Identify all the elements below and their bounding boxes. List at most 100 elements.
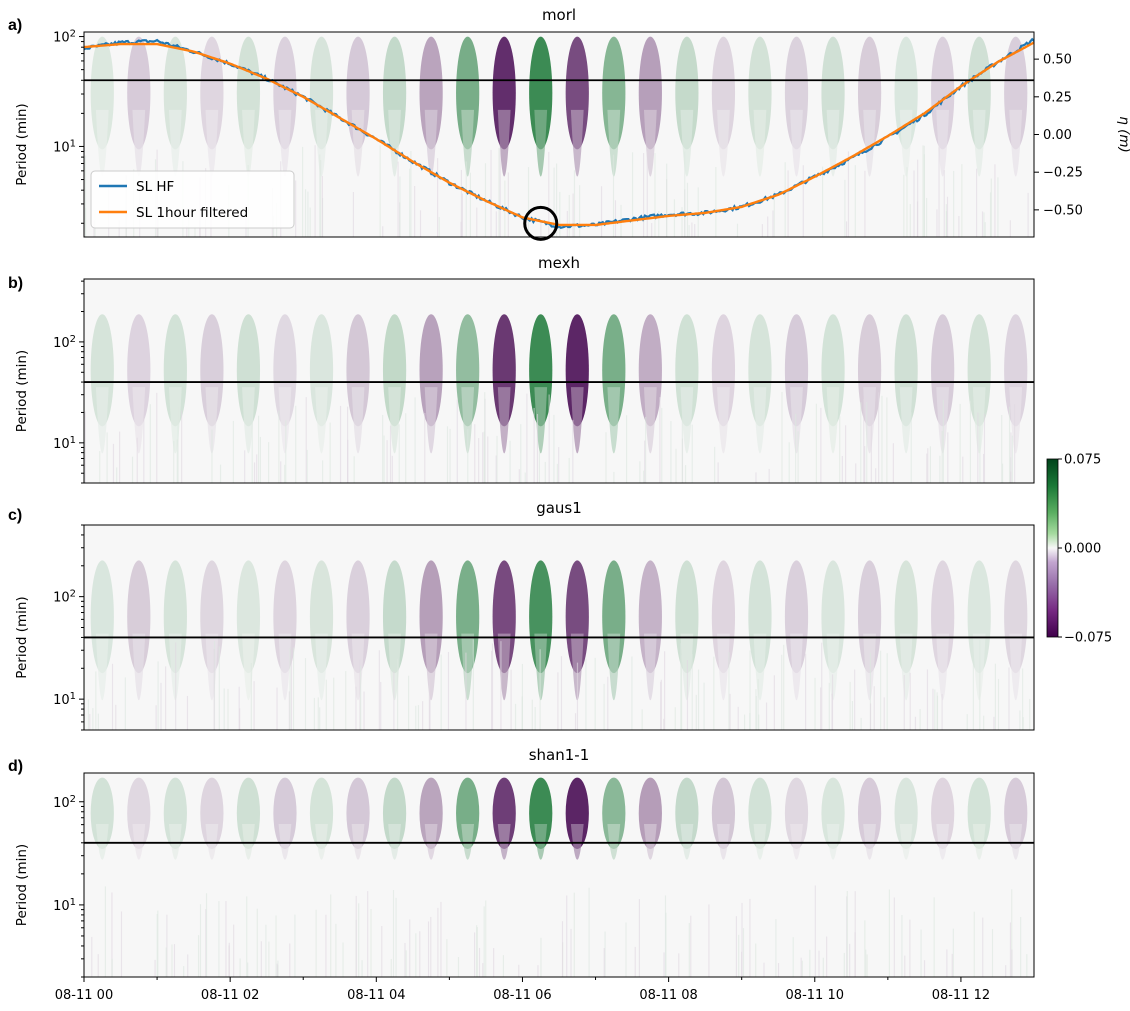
heatmap-cell — [967, 777, 991, 849]
heatmap-cell — [419, 777, 443, 849]
colorbar-gradient — [1046, 458, 1059, 638]
heatmap-cell — [565, 777, 589, 849]
heatmap-cell — [529, 777, 553, 849]
heatmap-tail — [972, 387, 986, 454]
heatmap-tail — [643, 633, 657, 701]
panel-letter: d) — [8, 758, 23, 775]
heatmap-tail — [424, 633, 438, 701]
heatmap-tail — [278, 633, 292, 701]
heatmap-tail — [570, 824, 584, 860]
heatmap-tail — [899, 824, 913, 860]
heatmap-cell — [492, 777, 516, 849]
heatmap — [90, 777, 1064, 977]
legend: SL HF SL 1hour filtered — [90, 170, 295, 229]
heatmap-tail — [936, 633, 950, 701]
heatmap-tail — [461, 633, 475, 701]
y-tick-label: 101 — [53, 691, 76, 709]
secondary-y-axis-label: η (m) — [1116, 116, 1130, 153]
heatmap-cell — [894, 777, 918, 849]
heatmap-tail — [1046, 824, 1059, 860]
panel-title: mexh — [538, 254, 580, 272]
heatmap-tail — [388, 387, 401, 454]
heatmap-tail — [315, 109, 328, 177]
heatmap-tail — [863, 109, 876, 177]
y-tick-label: 102 — [53, 793, 76, 811]
heatmap-tail — [570, 109, 584, 177]
panel-letter: b) — [8, 275, 23, 292]
secondary-y-tick-label: −0.50 — [1043, 203, 1083, 218]
heatmap-cell — [127, 777, 151, 849]
heatmap-tail — [534, 633, 548, 701]
heatmap-cell — [1041, 778, 1064, 849]
heatmap-tail — [278, 387, 292, 454]
heatmap-cell — [346, 777, 370, 849]
heatmap-tail — [242, 824, 255, 860]
heatmap-tail — [717, 387, 730, 454]
legend-box — [90, 170, 295, 229]
colorbar-tick-label: 0.000 — [1064, 542, 1101, 557]
plot-frame — [83, 772, 1035, 978]
y-axis-label: Period (min) — [14, 844, 30, 926]
heatmap-tail — [1046, 634, 1059, 701]
heatmap-tail — [717, 109, 730, 177]
y-tick-label: 101 — [53, 138, 76, 156]
secondary-y-tick-label: 0.00 — [1043, 128, 1072, 143]
heatmap — [84, 314, 1034, 483]
x-tick-label: 08-11 06 — [493, 988, 551, 1003]
heatmap-tail — [278, 824, 292, 860]
heatmap-tail — [95, 633, 109, 701]
heatmap-tail — [168, 824, 182, 860]
heatmap-tail — [936, 387, 950, 454]
panel-title: gaus1 — [536, 499, 582, 517]
panel-letter: a) — [8, 17, 22, 34]
colorbar-tick-label: 0.075 — [1064, 453, 1101, 468]
heatmap-tail — [534, 109, 548, 177]
heatmap-tail — [95, 109, 109, 177]
panel-letter: c) — [8, 507, 22, 524]
heatmap-tail — [717, 824, 730, 860]
heatmap-tail — [1009, 633, 1023, 701]
heatmap-tail — [168, 109, 182, 177]
heatmap-cell — [273, 777, 297, 849]
secondary-y-tick-label: −0.25 — [1043, 166, 1083, 181]
heatmap-tail — [680, 109, 694, 177]
heatmap-tail — [680, 387, 694, 454]
heatmap-tail — [132, 824, 146, 860]
heatmap-tail — [497, 387, 511, 454]
heatmap-cell — [857, 777, 882, 849]
panel-title: morl — [542, 6, 576, 24]
heatmap-cell — [638, 777, 662, 849]
heatmap-cell — [675, 777, 699, 849]
legend-label: SL HF — [136, 179, 174, 195]
heatmap-cell — [456, 777, 480, 849]
heatmap-tail — [753, 109, 767, 177]
heatmap-tail — [424, 109, 438, 177]
heatmap-cell — [163, 777, 187, 849]
heatmap-tail — [863, 824, 876, 860]
heatmap-tail — [972, 633, 986, 701]
colorbar-tick-label: −0.075 — [1064, 631, 1112, 646]
heatmap-tail — [315, 633, 328, 701]
x-tick-label: 08-11 02 — [201, 988, 259, 1003]
heatmap-tail — [826, 824, 840, 860]
heatmap-tail — [351, 387, 365, 454]
heatmap-tail — [461, 387, 475, 454]
heatmap-tail — [132, 387, 146, 454]
heatmap-tail — [972, 109, 986, 177]
heatmap-tail — [826, 387, 840, 454]
colorbar: 0.075 0.000 −0.075 — [1046, 453, 1112, 646]
heatmap-tail — [534, 824, 548, 860]
panel-morl: 0.50 0.25 0.00 −0.25 −0.50 η (m) SL HF SL 1hour… — [8, 6, 1130, 241]
heatmap-tail — [717, 633, 730, 701]
series-line-sl-1hour-filtered — [84, 41, 1034, 227]
x-tick-label: 08-11 12 — [932, 988, 990, 1003]
heatmap-tail — [205, 824, 219, 860]
heatmap-cell — [602, 777, 626, 849]
plot-frame — [83, 31, 1035, 238]
heatmap-tail — [607, 109, 621, 177]
y-tick-label: 102 — [53, 28, 76, 46]
panel-shan1-1: 101 102 Period (min) shan1-1 d) — [8, 746, 1064, 978]
heatmap-tail — [790, 109, 803, 177]
heatmap-tail — [461, 109, 475, 177]
